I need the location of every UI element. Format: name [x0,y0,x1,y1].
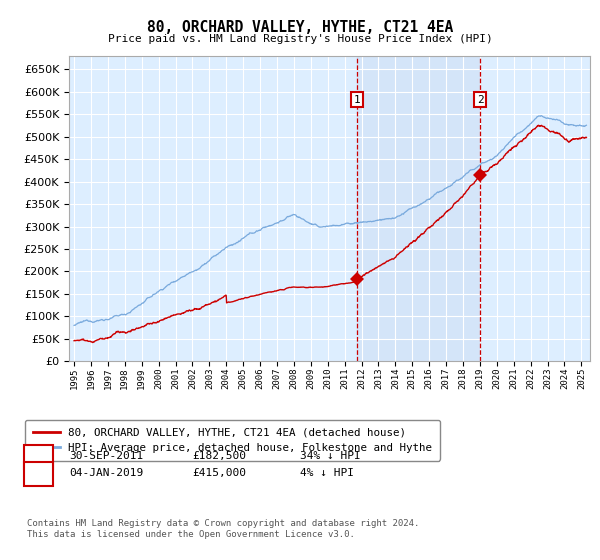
Text: 04-JAN-2019: 04-JAN-2019 [69,468,143,478]
Text: £182,500: £182,500 [192,451,246,461]
Text: 30-SEP-2011: 30-SEP-2011 [69,451,143,461]
Text: Price paid vs. HM Land Registry's House Price Index (HPI): Price paid vs. HM Land Registry's House … [107,34,493,44]
Text: £415,000: £415,000 [192,468,246,478]
Text: 80, ORCHARD VALLEY, HYTHE, CT21 4EA: 80, ORCHARD VALLEY, HYTHE, CT21 4EA [147,20,453,35]
Text: 2: 2 [476,95,484,105]
Text: 4% ↓ HPI: 4% ↓ HPI [300,468,354,478]
Text: Contains HM Land Registry data © Crown copyright and database right 2024.
This d: Contains HM Land Registry data © Crown c… [27,520,419,539]
Text: 34% ↓ HPI: 34% ↓ HPI [300,451,361,461]
Legend: 80, ORCHARD VALLEY, HYTHE, CT21 4EA (detached house), HPI: Average price, detach: 80, ORCHARD VALLEY, HYTHE, CT21 4EA (det… [25,420,440,461]
Text: 2: 2 [36,468,43,478]
Text: 1: 1 [36,451,43,461]
Text: 1: 1 [354,95,361,105]
